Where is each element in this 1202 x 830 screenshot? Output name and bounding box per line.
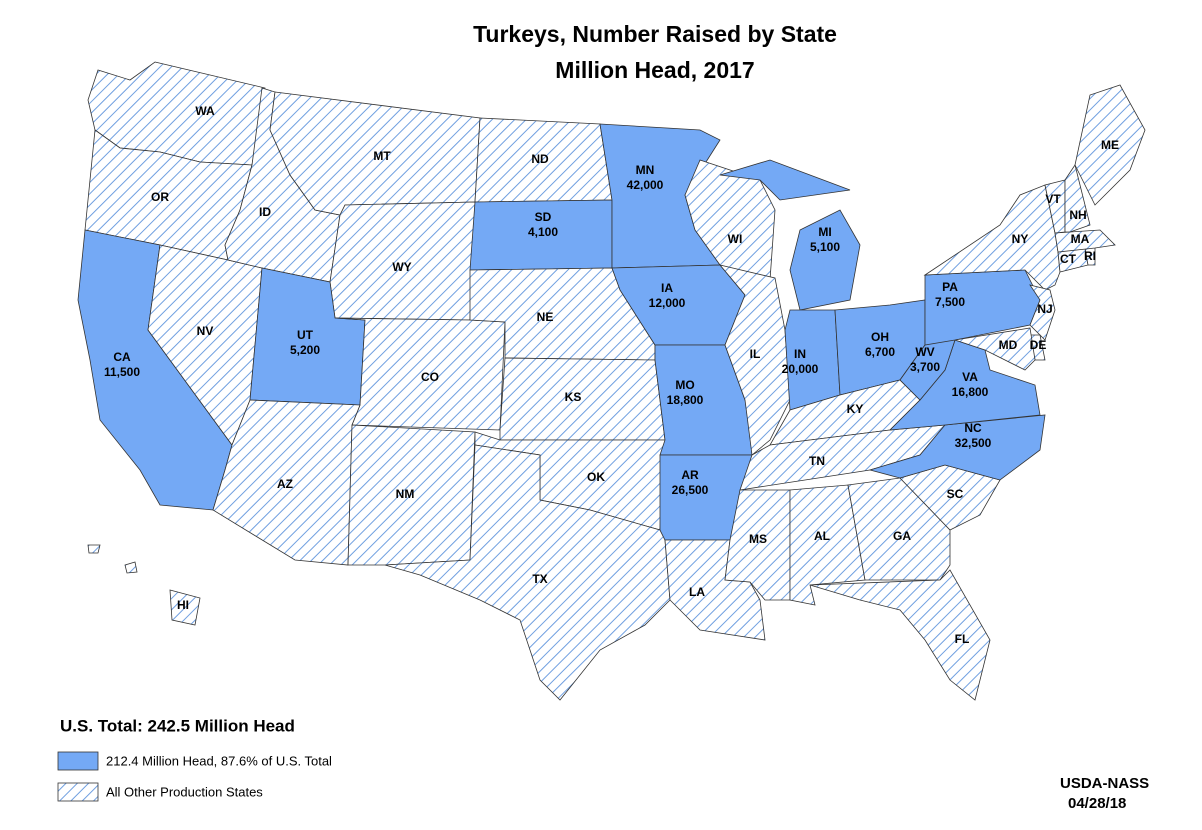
state bbox=[212, 399, 361, 566]
state-label: NV bbox=[197, 324, 214, 338]
state bbox=[1074, 84, 1146, 206]
title: Turkeys, Number Raised by State bbox=[473, 21, 837, 47]
state-label: WV bbox=[915, 345, 934, 359]
state-label: NC bbox=[964, 421, 982, 435]
state-label: FL bbox=[955, 632, 970, 646]
state-value: 42,000 bbox=[627, 178, 664, 192]
state-label: ND bbox=[531, 152, 549, 166]
state-label: UT bbox=[297, 328, 314, 342]
state-label: IA bbox=[661, 281, 673, 295]
state-label: KS bbox=[565, 390, 582, 404]
state-label: TX bbox=[532, 572, 547, 586]
state bbox=[384, 444, 671, 701]
total: U.S. Total: 242.5 Million Head bbox=[60, 716, 295, 735]
state-label: DE bbox=[1030, 338, 1047, 352]
state-label: RI bbox=[1084, 249, 1096, 263]
state-value: 5,100 bbox=[810, 240, 840, 254]
legend-label: All Other Production States bbox=[106, 784, 263, 799]
state-label: SC bbox=[947, 487, 964, 501]
state-value: 32,500 bbox=[955, 436, 992, 450]
state bbox=[87, 544, 201, 626]
state-label: MA bbox=[1071, 232, 1090, 246]
state-label: NM bbox=[396, 487, 415, 501]
state-label: OK bbox=[587, 470, 605, 484]
subtitle: Million Head, 2017 bbox=[555, 57, 754, 83]
state-label: TN bbox=[809, 454, 825, 468]
source: USDA-NASS bbox=[1060, 775, 1149, 792]
state-label: CT bbox=[1060, 252, 1077, 266]
state-label: AR bbox=[681, 468, 699, 482]
state bbox=[924, 269, 1041, 346]
state-label: CO bbox=[421, 370, 439, 384]
state-label: NE bbox=[537, 310, 554, 324]
state-label: MN bbox=[636, 163, 655, 177]
state-value: 7,500 bbox=[935, 295, 965, 309]
state bbox=[809, 569, 991, 701]
state-label: ME bbox=[1101, 138, 1119, 152]
date: 04/28/18 bbox=[1068, 795, 1126, 812]
legend-swatch bbox=[57, 751, 99, 771]
state-label: MS bbox=[749, 532, 767, 546]
state bbox=[719, 159, 861, 311]
state-label: SD bbox=[535, 210, 552, 224]
state-label: LA bbox=[689, 585, 705, 599]
state bbox=[954, 327, 1036, 371]
state-value: 26,500 bbox=[672, 483, 709, 497]
state-label: WY bbox=[392, 260, 411, 274]
state-label: PA bbox=[942, 280, 958, 294]
state-label: OR bbox=[151, 190, 169, 204]
legend-swatch bbox=[57, 782, 99, 802]
state-value: 6,700 bbox=[865, 345, 895, 359]
state-label: GA bbox=[893, 529, 911, 543]
state bbox=[1029, 284, 1056, 341]
state-label: NY bbox=[1012, 232, 1029, 246]
state-label: NJ bbox=[1037, 302, 1052, 316]
state-value: 5,200 bbox=[290, 343, 320, 357]
state-value: 3,700 bbox=[910, 360, 940, 374]
state-label: NH bbox=[1069, 208, 1086, 222]
state bbox=[1054, 229, 1116, 253]
state bbox=[718, 264, 791, 456]
state-label: AL bbox=[814, 529, 830, 543]
state-label: AZ bbox=[277, 477, 293, 491]
state-label: MI bbox=[818, 225, 831, 239]
legend-label: 212.4 Million Head, 87.6% of U.S. Total bbox=[106, 753, 332, 768]
state-value: 18,800 bbox=[667, 393, 704, 407]
state-label: OH bbox=[871, 330, 889, 344]
state-label: VA bbox=[962, 370, 978, 384]
state-label: IN bbox=[794, 347, 806, 361]
state-value: 11,500 bbox=[104, 365, 140, 379]
state-label: KY bbox=[847, 402, 864, 416]
state-label: WI bbox=[728, 232, 743, 246]
state-value: 20,000 bbox=[782, 362, 819, 376]
state-label: ID bbox=[259, 205, 271, 219]
state-label: MD bbox=[999, 338, 1018, 352]
state bbox=[1064, 164, 1091, 233]
state-value: 12,000 bbox=[649, 296, 686, 310]
state bbox=[499, 357, 666, 441]
state-label: MT bbox=[373, 149, 391, 163]
state-label: MO bbox=[675, 378, 694, 392]
state-label: VT bbox=[1045, 192, 1061, 206]
state-value: 16,800 bbox=[952, 385, 989, 399]
state-label: WA bbox=[195, 104, 215, 118]
state-value: 4,100 bbox=[528, 225, 558, 239]
state bbox=[868, 414, 1046, 481]
state-label: HI bbox=[177, 598, 189, 612]
state-label: IL bbox=[750, 347, 761, 361]
state-label: CA bbox=[113, 350, 131, 364]
